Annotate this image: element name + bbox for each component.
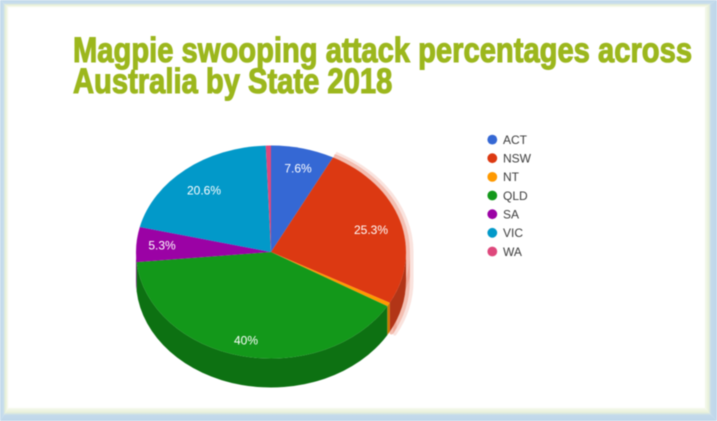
svg-text:NT: NT <box>503 170 520 184</box>
svg-text:VIC: VIC <box>503 226 523 240</box>
svg-text:40%: 40% <box>234 334 258 348</box>
svg-text:SA: SA <box>503 208 519 222</box>
svg-text:NSW: NSW <box>503 152 532 166</box>
svg-text:5.3%: 5.3% <box>148 239 176 253</box>
svg-text:7.6%: 7.6% <box>284 162 312 176</box>
svg-text:WA: WA <box>503 245 522 259</box>
svg-text:QLD: QLD <box>503 189 528 203</box>
svg-text:25.3%: 25.3% <box>354 223 388 237</box>
svg-text:20.6%: 20.6% <box>187 184 221 198</box>
svg-text:ACT: ACT <box>503 133 528 147</box>
